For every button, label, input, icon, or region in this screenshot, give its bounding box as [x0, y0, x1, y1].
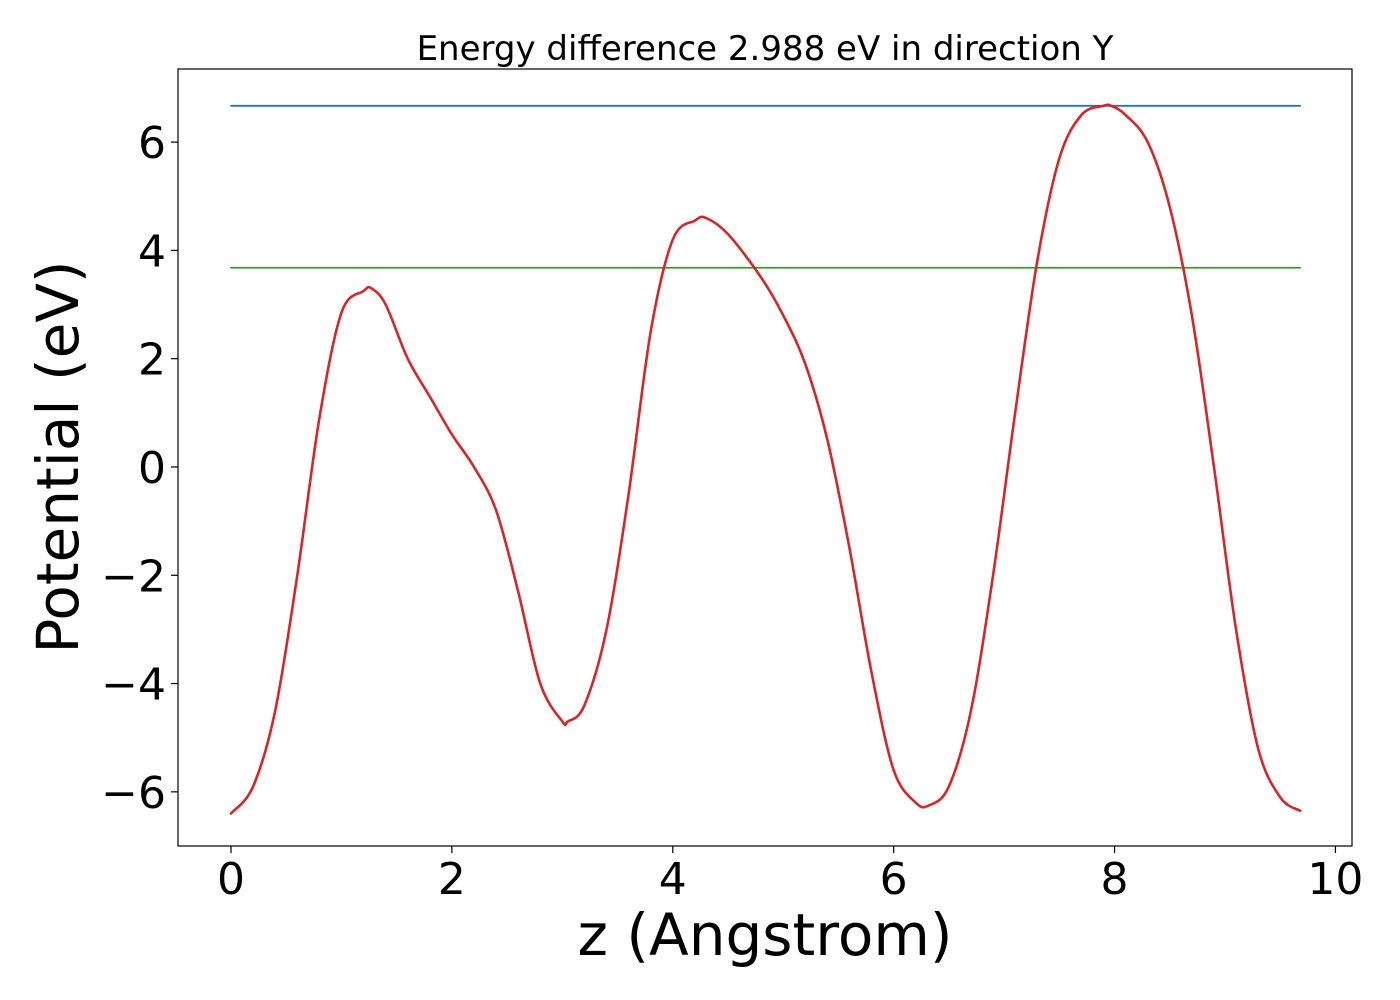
- y-tick-label: 6: [138, 118, 166, 169]
- y-tick-label: 4: [138, 226, 166, 277]
- x-tick-label: 2: [438, 854, 466, 905]
- chart-title: Energy difference 2.988 eV in direction …: [417, 29, 1114, 69]
- x-axis-label: z (Angstrom): [578, 901, 953, 969]
- plot-frame: [177, 68, 1353, 847]
- y-tick-label: −4: [101, 660, 166, 711]
- y-tick-label: −6: [101, 768, 166, 819]
- x-tick-label: 6: [880, 854, 908, 905]
- y-tick-label: −2: [101, 551, 166, 602]
- x-tick-label: 4: [659, 854, 687, 905]
- series-layer: [229, 103, 1302, 815]
- y-tick-label: 2: [138, 335, 166, 386]
- x-tick-label: 10: [1307, 854, 1363, 905]
- series-line-0: [229, 103, 1302, 815]
- y-ticks: −6 −4 −2 0 2 4 6: [101, 118, 178, 819]
- y-tick-label: 0: [138, 443, 166, 494]
- x-tick-label: 0: [217, 854, 245, 905]
- x-tick-label: 8: [1101, 854, 1129, 905]
- x-ticks: 0 2 4 6 8 10: [217, 846, 1363, 905]
- y-axis-label: Potential (eV): [24, 260, 92, 653]
